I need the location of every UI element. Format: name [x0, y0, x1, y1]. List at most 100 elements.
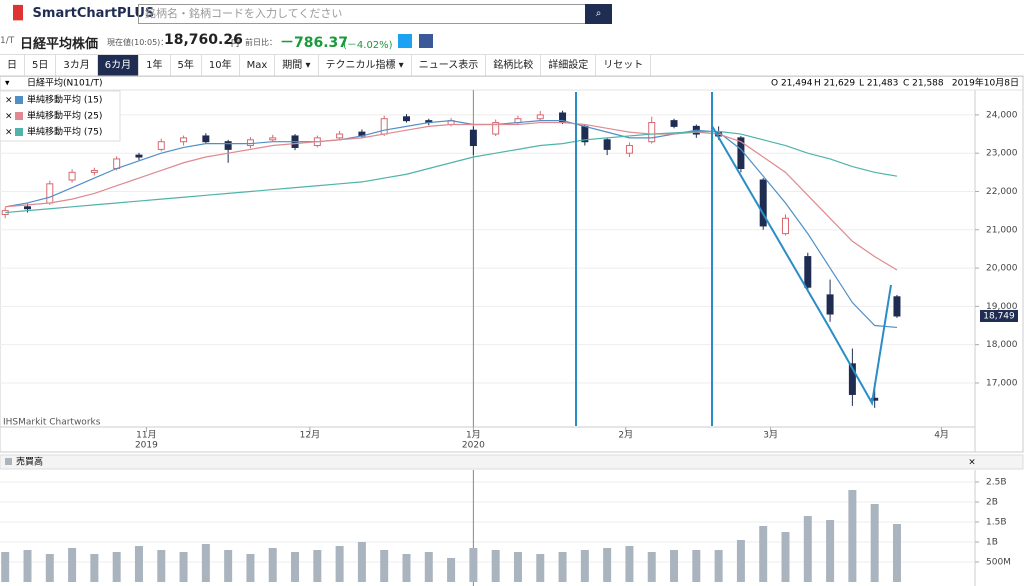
- ohlc-info: C 21,588: [903, 79, 944, 89]
- candle-body: [402, 116, 410, 122]
- volume-tick-label: 500M: [986, 558, 1011, 568]
- volume-icon: [5, 458, 12, 465]
- candle-body: [781, 217, 789, 235]
- volume-bar: [803, 516, 812, 582]
- volume-tick-label: 1B: [986, 538, 998, 548]
- toolbar-button[interactable]: 銘柄比較: [486, 55, 542, 76]
- ohlc-info: H 21,629: [814, 79, 855, 89]
- volume-tick-label: 2B: [986, 498, 998, 508]
- chart-title: 日経平均(N101/T): [27, 77, 102, 89]
- close-icon: ×: [968, 458, 976, 468]
- plot-frame: [0, 75, 1024, 453]
- volume-bar: [870, 504, 879, 582]
- volume-bar: [714, 550, 723, 582]
- volume-bar: [670, 550, 679, 582]
- price-label: 現在値(10:05)：: [107, 38, 169, 47]
- volume-bar: [491, 550, 500, 582]
- logo: ▐▌ SmartChartPLUS: [8, 6, 155, 21]
- y-tick-label: 23,000: [986, 149, 1018, 159]
- volume-bar: [513, 552, 522, 582]
- volume-bar: [291, 552, 300, 582]
- y-tick-label: 21,000: [986, 225, 1018, 235]
- candle-body: [670, 120, 678, 127]
- legend-swatch: [15, 128, 23, 136]
- volume-bar: [23, 550, 32, 582]
- candle-body: [848, 363, 856, 395]
- volume-bar: [224, 550, 233, 582]
- toolbar-button[interactable]: 期間 ▾: [275, 55, 319, 76]
- volume-bar: [892, 524, 901, 582]
- twitter-icon[interactable]: [398, 34, 412, 48]
- volume-bar: [424, 552, 433, 582]
- volume-bar: [45, 554, 54, 582]
- toolbar-button[interactable]: 詳細設定: [541, 55, 597, 76]
- ohlc-info: L 21,483: [859, 79, 898, 89]
- candle-body: [23, 206, 31, 210]
- candle-body: [380, 118, 388, 135]
- legend-swatch: [15, 96, 23, 104]
- volume-bar: [201, 544, 210, 582]
- volume-bar: [536, 554, 545, 582]
- volume-bar: [692, 550, 701, 582]
- search-button[interactable]: ⌕: [585, 4, 612, 24]
- candle-body: [625, 145, 633, 154]
- candle-body: [893, 296, 901, 317]
- toolbar-button[interactable]: テクニカル指標 ▾: [319, 55, 412, 76]
- volume-bar: [68, 548, 77, 582]
- date-info: 2019年10月8日: [952, 77, 1019, 89]
- toolbar-button[interactable]: Max: [240, 55, 276, 76]
- x-tick-label: 2月: [618, 430, 633, 441]
- toolbar-button[interactable]: リセット: [596, 55, 652, 76]
- legend-swatch: [15, 112, 23, 120]
- volume-bar: [268, 548, 277, 582]
- legend-label: 単純移動平均 (25): [27, 110, 102, 122]
- candle-body: [224, 141, 232, 150]
- candle-body: [113, 158, 121, 170]
- toolbar-button[interactable]: 3カ月: [56, 55, 98, 76]
- toolbar-button[interactable]: 日: [0, 55, 25, 76]
- ma-line: [5, 121, 898, 271]
- volume-bar: [157, 550, 166, 582]
- volume-bar: [357, 542, 366, 582]
- toolbar-button[interactable]: 1年: [139, 55, 171, 76]
- candle-body: [648, 122, 656, 143]
- candle-body: [804, 256, 812, 288]
- candle-body: [202, 135, 210, 143]
- user-drawings: [575, 92, 892, 426]
- candle-body: [536, 114, 544, 120]
- toolbar-button[interactable]: 6カ月: [97, 55, 140, 76]
- candle-body: [246, 139, 254, 147]
- last-price-label: 18,749: [983, 311, 1015, 321]
- toolbar-button[interactable]: 5日: [25, 55, 57, 76]
- candle-body: [135, 154, 143, 158]
- volume-bar: [380, 550, 389, 582]
- x-tick-label: 11月: [136, 430, 156, 441]
- toolbar-button[interactable]: 5年: [171, 55, 202, 76]
- volume-bar: [90, 554, 99, 582]
- price: 18,760.26: [164, 32, 243, 48]
- candle-body: [90, 169, 98, 173]
- volume-bar: [759, 526, 768, 582]
- x-tick-label: 3月: [763, 430, 778, 441]
- legend-label: 単純移動平均 (75): [27, 126, 102, 138]
- volume-bar: [625, 546, 634, 582]
- y-tick-label: 18,000: [986, 340, 1018, 350]
- toolbar-button[interactable]: ニュース表示: [412, 55, 487, 76]
- volume-bar: [112, 552, 121, 582]
- candle-body: [46, 183, 54, 204]
- volume-bar: [558, 552, 567, 582]
- y-tick-label: 17,000: [986, 378, 1018, 388]
- facebook-icon[interactable]: [419, 34, 433, 48]
- code: 1/T: [0, 36, 15, 46]
- change-label: 前日比：: [245, 38, 277, 47]
- volume-tick-label: 1.5B: [986, 518, 1007, 528]
- toolbar-button[interactable]: 10年: [202, 55, 240, 76]
- candle-body: [759, 179, 767, 227]
- volume-header: [0, 454, 1024, 470]
- volume-bar: [402, 554, 411, 582]
- ma-line: [5, 130, 898, 214]
- candle-body: [269, 137, 277, 141]
- year-label: 2020: [462, 441, 485, 451]
- volume-tick-label: 2.5B: [986, 478, 1007, 488]
